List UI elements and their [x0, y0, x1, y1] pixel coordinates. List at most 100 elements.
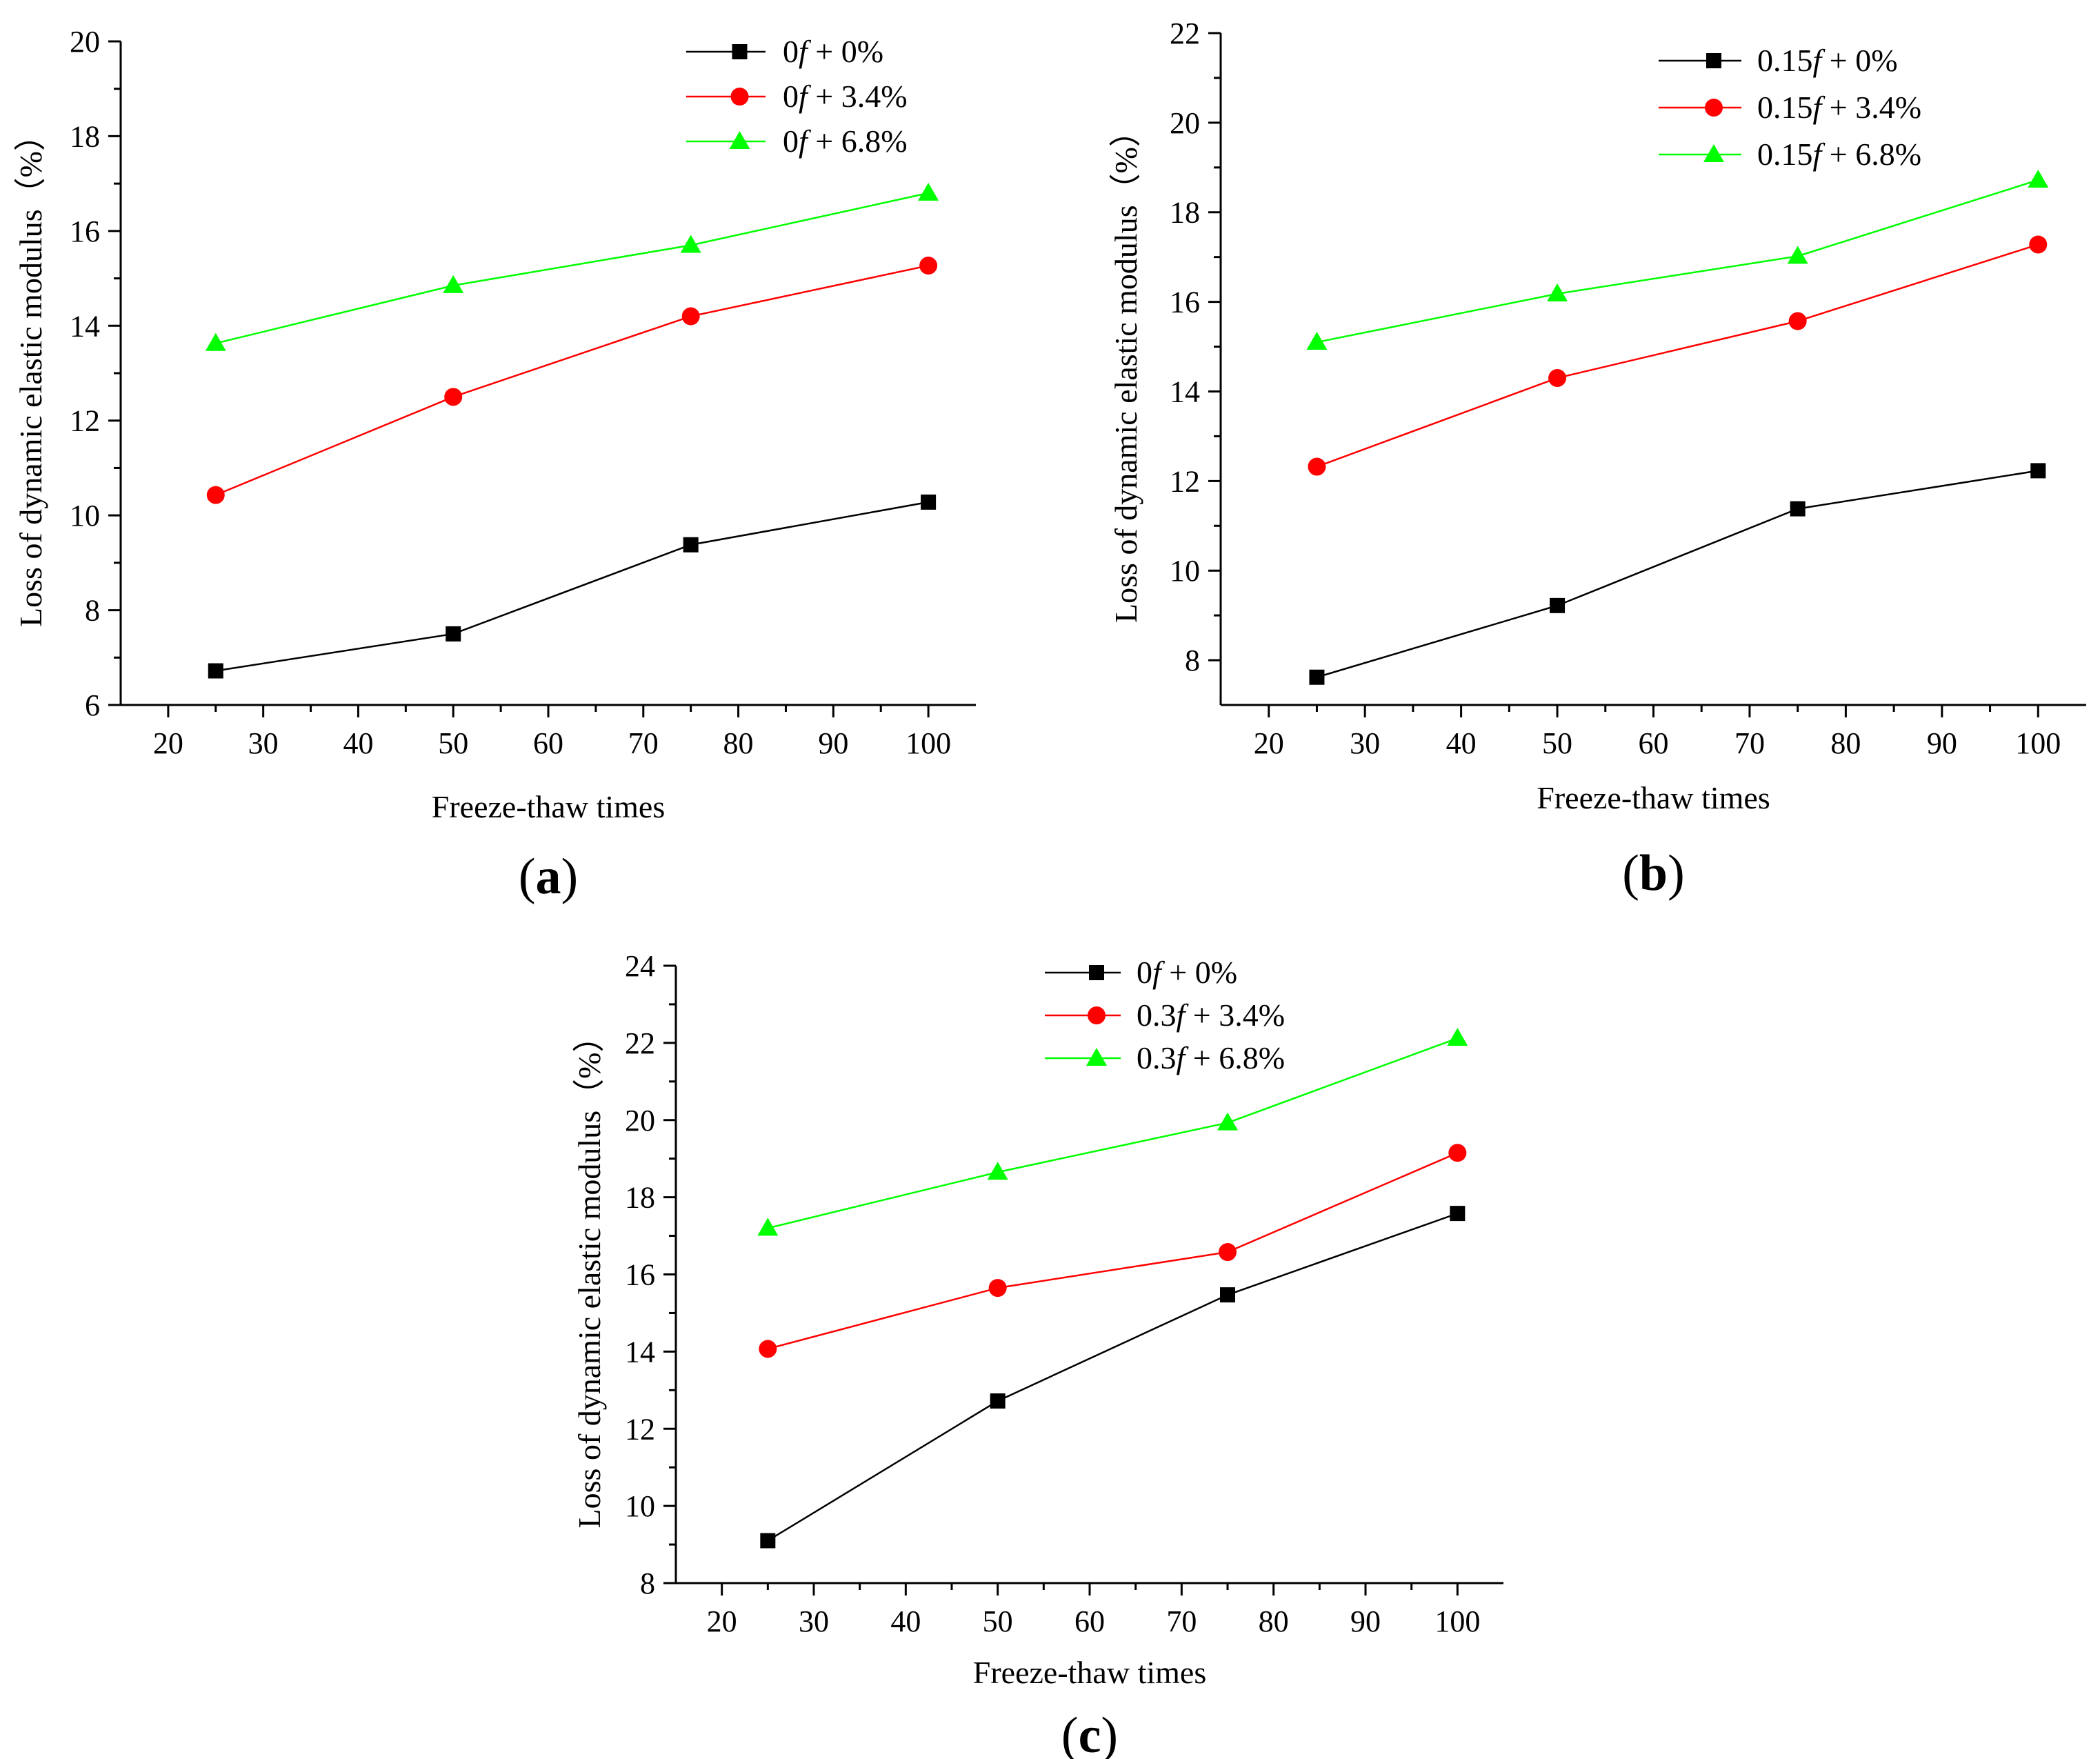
data-point-triangle [443, 275, 464, 293]
data-point-circle [759, 1340, 777, 1358]
legend-prefix: 0 [1137, 955, 1152, 990]
chart-panel-b: 20 30 40 50 60 70 80 90 100 8 10 12 14 16 18 20 22 Freeze… [1108, 17, 2086, 902]
legend-suffix: + 6.8% [808, 123, 908, 159]
legend-label: 0.15f + 0% [1757, 43, 1898, 78]
panel-label-close-paren: ) [1101, 1707, 1118, 1759]
x-tick-label: 30 [248, 726, 279, 760]
legend-label: 0f + 0% [1137, 955, 1237, 990]
series-line [215, 501, 929, 672]
data-point-square [1089, 965, 1104, 980]
y-tick-label: 18 [1170, 196, 1200, 230]
x-tick-label: 20 [153, 726, 183, 760]
y-tick-label: 16 [70, 215, 100, 248]
y-tick-label: 16 [625, 1258, 655, 1292]
legend-entry: 0f + 0% [1045, 955, 1237, 990]
data-point-circle [1308, 457, 1326, 476]
y-tick-label: 20 [70, 25, 100, 59]
y-tick-label: 20 [1170, 106, 1200, 140]
legend-label: 0f + 0% [783, 34, 883, 69]
y-tick-label: 24 [625, 949, 655, 983]
x-tick-label: 80 [1830, 726, 1861, 760]
panel-label: (c) [1061, 1707, 1118, 1759]
legend-suffix: + 6.8% [1185, 1040, 1285, 1075]
x-tick-label: 100 [1434, 1604, 1480, 1638]
data-point-circle [1788, 312, 1807, 330]
data-point-circle [1088, 1006, 1106, 1024]
y-tick-label: 22 [625, 1026, 655, 1060]
series-2 [1308, 235, 2048, 476]
x-tick-label: 40 [890, 1604, 921, 1638]
legend-suffix: + 6.8% [1821, 137, 1921, 172]
legend-label: 0.3f + 6.8% [1137, 1040, 1285, 1075]
data-point-triangle [205, 332, 226, 351]
y-tick-label: 22 [1170, 17, 1200, 50]
legend-prefix: 0 [783, 34, 799, 69]
legend-suffix: + 3.4% [1185, 997, 1285, 1033]
series-3 [1306, 169, 2049, 350]
legend-prefix: 0.15 [1757, 43, 1813, 78]
x-tick-label: 40 [1446, 726, 1477, 760]
data-point-circle [681, 307, 700, 326]
y-tick-label: 10 [1170, 554, 1200, 588]
data-point-circle [919, 257, 938, 275]
y-tick-label: 14 [625, 1335, 655, 1369]
y-axis-title: Loss of dynamic elastic modulus（%） [1108, 115, 1143, 623]
data-point-square [732, 44, 748, 59]
legend-entry: 0.15f + 3.4% [1659, 90, 1921, 125]
series-2 [759, 1144, 1467, 1358]
series-3 [205, 182, 939, 351]
legend-prefix: 0 [783, 123, 799, 159]
data-point-triangle [1217, 1112, 1238, 1131]
x-tick-label: 30 [1350, 726, 1380, 760]
y-tick-label: 14 [1170, 375, 1200, 408]
x-tick-label: 50 [983, 1604, 1013, 1638]
chart-panel-a: 20 30 40 50 60 70 80 90 100 6 8 10 12 14 16 18 20 Freeze-… [13, 25, 976, 905]
x-tick-label: 100 [2015, 726, 2061, 760]
data-point-triangle [729, 131, 750, 149]
series-3 [757, 1028, 1468, 1236]
series-2 [206, 257, 938, 504]
data-point-square [1550, 597, 1566, 613]
data-point-triangle [987, 1162, 1008, 1180]
x-tick-label: 90 [1350, 1604, 1381, 1638]
legend-prefix: 0 [783, 79, 799, 114]
y-tick-label: 18 [70, 119, 100, 153]
y-axis-title: Loss of dynamic elastic modulus（%） [13, 119, 48, 627]
y-tick-label: 14 [70, 309, 100, 343]
x-axis-title: Freeze-thaw times [973, 1655, 1206, 1690]
x-tick-label: 40 [343, 726, 373, 760]
x-tick-label: 30 [799, 1604, 829, 1638]
x-tick-label: 50 [438, 726, 468, 760]
legend-label: 0f + 6.8% [783, 123, 908, 159]
legend-prefix: 0.3 [1137, 1040, 1177, 1075]
data-point-triangle [1703, 144, 1724, 162]
panel-label-letter: b [1639, 845, 1668, 902]
series-1 [208, 494, 937, 679]
data-point-circle [206, 486, 225, 504]
series-line [768, 1152, 1458, 1350]
legend-suffix: + 0% [1161, 955, 1237, 990]
y-axis-title: Loss of dynamic elastic modulus（%） [572, 1021, 607, 1529]
panel-label-open-paren: ( [1622, 845, 1639, 902]
y-tick-label: 12 [1170, 464, 1200, 498]
y-tick-label: 10 [625, 1489, 655, 1523]
x-tick-label: 20 [1254, 726, 1284, 760]
legend-suffix: + 0% [1821, 43, 1897, 78]
panel-label: (b) [1622, 845, 1684, 902]
data-point-square [208, 663, 223, 679]
legend-entry: 0f + 3.4% [686, 79, 908, 114]
data-point-square [760, 1533, 776, 1549]
data-point-triangle [918, 182, 939, 201]
y-tick-label: 10 [70, 499, 100, 533]
x-tick-label: 60 [1074, 1604, 1105, 1638]
legend-label: 0.15f + 6.8% [1757, 137, 1921, 172]
series-1 [1309, 463, 2046, 685]
legend-entry: 0f + 6.8% [686, 123, 908, 159]
x-tick-label: 90 [1927, 726, 1957, 760]
chart-panel-c: 20 30 40 50 60 70 80 90 100 8 10 12 14 16 18 20 22 24 Free… [572, 949, 1503, 1759]
series-line [215, 264, 929, 496]
x-tick-label: 70 [1734, 726, 1765, 760]
panel-label: (a) [519, 848, 578, 905]
legend-suffix: + 3.4% [808, 79, 908, 114]
data-point-square [2030, 463, 2046, 479]
